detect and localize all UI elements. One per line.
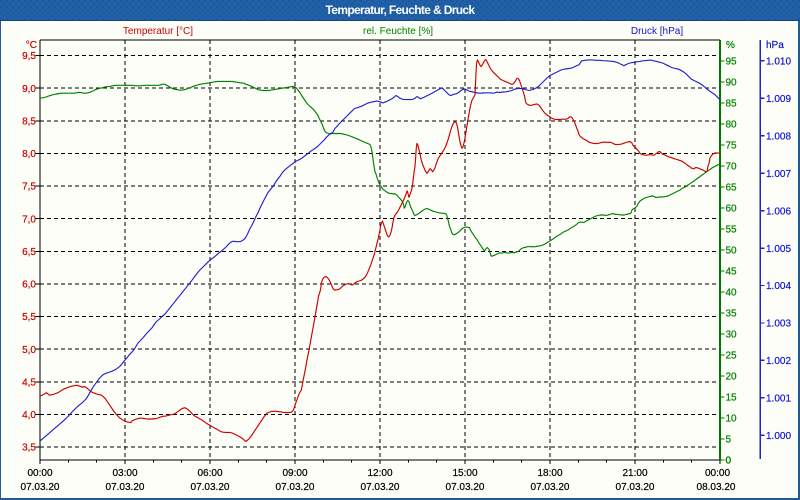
- svg-text:08.03.20: 08.03.20: [697, 482, 736, 493]
- svg-text:1.008: 1.008: [766, 131, 791, 142]
- svg-text:09:00: 09:00: [282, 468, 307, 479]
- svg-text:1.007: 1.007: [766, 169, 791, 180]
- svg-text:20: 20: [726, 372, 738, 383]
- svg-text:12:00: 12:00: [367, 468, 392, 479]
- svg-text:90: 90: [726, 78, 738, 89]
- svg-text:8,5: 8,5: [22, 116, 36, 127]
- svg-text:00:00: 00:00: [705, 468, 730, 479]
- svg-text:45: 45: [726, 267, 738, 278]
- svg-text:°C: °C: [26, 40, 37, 51]
- svg-text:1.001: 1.001: [766, 394, 791, 405]
- svg-text:95: 95: [726, 57, 738, 68]
- svg-text:rel. Feuchte [%]: rel. Feuchte [%]: [363, 26, 433, 37]
- svg-text:07.03.20: 07.03.20: [446, 482, 485, 493]
- svg-text:Temperatur [°C]: Temperatur [°C]: [123, 26, 193, 37]
- svg-text:07.03.20: 07.03.20: [21, 482, 60, 493]
- svg-text:06:00: 06:00: [197, 468, 222, 479]
- svg-text:7,0: 7,0: [22, 214, 36, 225]
- svg-text:1.006: 1.006: [766, 206, 791, 217]
- svg-text:70: 70: [726, 162, 738, 173]
- svg-text:25: 25: [726, 351, 738, 362]
- svg-text:40: 40: [726, 288, 738, 299]
- svg-text:6,5: 6,5: [22, 247, 36, 258]
- svg-text:15:00: 15:00: [452, 468, 477, 479]
- svg-text:%: %: [726, 40, 735, 51]
- svg-text:07.03.20: 07.03.20: [191, 482, 230, 493]
- svg-text:5: 5: [726, 435, 732, 446]
- svg-text:35: 35: [726, 309, 738, 320]
- svg-text:6,0: 6,0: [22, 280, 36, 291]
- svg-text:1.003: 1.003: [766, 319, 791, 330]
- svg-text:4,5: 4,5: [22, 377, 36, 388]
- svg-text:hPa: hPa: [766, 40, 784, 51]
- svg-text:Druck [hPa]: Druck [hPa]: [631, 26, 683, 37]
- svg-text:1.005: 1.005: [766, 244, 791, 255]
- svg-text:5,5: 5,5: [22, 312, 36, 323]
- svg-text:07.03.20: 07.03.20: [276, 482, 315, 493]
- svg-text:07.03.20: 07.03.20: [531, 482, 570, 493]
- svg-text:07.03.20: 07.03.20: [106, 482, 145, 493]
- svg-text:03:00: 03:00: [112, 468, 137, 479]
- svg-text:80: 80: [726, 120, 738, 131]
- svg-text:1.009: 1.009: [766, 94, 791, 105]
- svg-text:21:00: 21:00: [622, 468, 647, 479]
- svg-text:8,0: 8,0: [22, 149, 36, 160]
- svg-text:85: 85: [726, 99, 738, 110]
- svg-text:0: 0: [726, 456, 732, 467]
- svg-text:4,0: 4,0: [22, 410, 36, 421]
- svg-text:75: 75: [726, 141, 738, 152]
- svg-text:15: 15: [726, 393, 738, 404]
- svg-text:50: 50: [726, 246, 738, 257]
- svg-text:1.000: 1.000: [766, 431, 791, 442]
- svg-text:55: 55: [726, 225, 738, 236]
- svg-text:10: 10: [726, 414, 738, 425]
- svg-text:9,5: 9,5: [22, 51, 36, 62]
- svg-text:3,5: 3,5: [22, 443, 36, 454]
- svg-text:30: 30: [726, 330, 738, 341]
- svg-text:00:00: 00:00: [27, 468, 52, 479]
- svg-text:18:00: 18:00: [537, 468, 562, 479]
- svg-text:7,5: 7,5: [22, 182, 36, 193]
- svg-text:1.004: 1.004: [766, 281, 791, 292]
- svg-text:07.03.20: 07.03.20: [616, 482, 655, 493]
- svg-text:1.010: 1.010: [766, 57, 791, 68]
- svg-text:5,0: 5,0: [22, 345, 36, 356]
- svg-text:07.03.20: 07.03.20: [361, 482, 400, 493]
- svg-text:9,0: 9,0: [22, 84, 36, 95]
- svg-text:60: 60: [726, 204, 738, 215]
- svg-text:1.002: 1.002: [766, 356, 791, 367]
- svg-text:65: 65: [726, 183, 738, 194]
- svg-text:0: 0: [726, 456, 732, 467]
